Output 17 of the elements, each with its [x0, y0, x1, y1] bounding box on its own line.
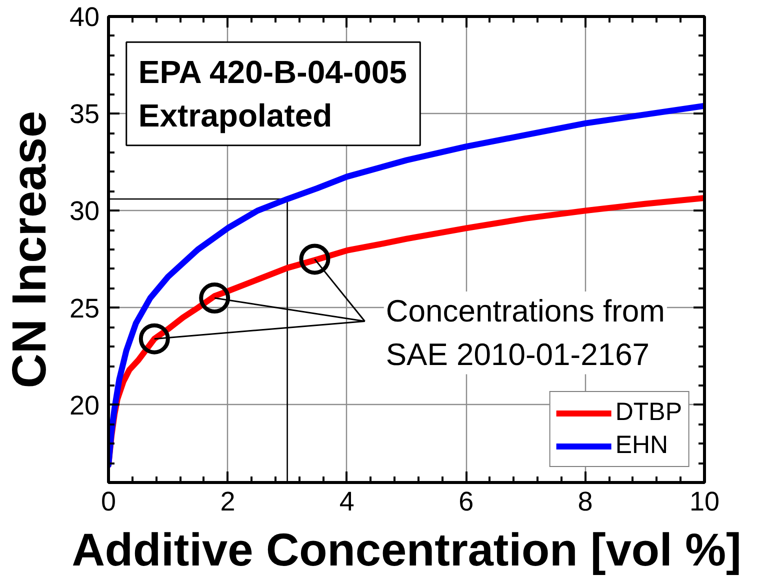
x-tick-label: 4 [339, 486, 354, 516]
legend-label: DTBP [615, 398, 682, 427]
x-tick-label: 0 [100, 486, 116, 516]
y-tick-label: 40 [69, 2, 100, 32]
annotation: Concentrations from SAE 2010-01-2167 [386, 293, 665, 372]
annotation: EPA 420-B-04-005 Extrapolated [138, 54, 407, 134]
y-tick-label: 20 [69, 390, 100, 420]
y-tick-label: 30 [69, 196, 100, 226]
x-tick-label: 6 [458, 486, 474, 516]
x-tick-label: 10 [689, 486, 720, 516]
y-tick-label: 35 [69, 99, 100, 130]
legend-label: EHN [615, 431, 668, 460]
y-tick-label: 25 [69, 293, 100, 324]
x-tick-label: 8 [578, 486, 593, 516]
x-axis-title: Additive Concentration [vol %] [72, 524, 742, 576]
y-axis-title: CN Increase [3, 110, 56, 388]
x-tick-label: 2 [220, 486, 236, 516]
